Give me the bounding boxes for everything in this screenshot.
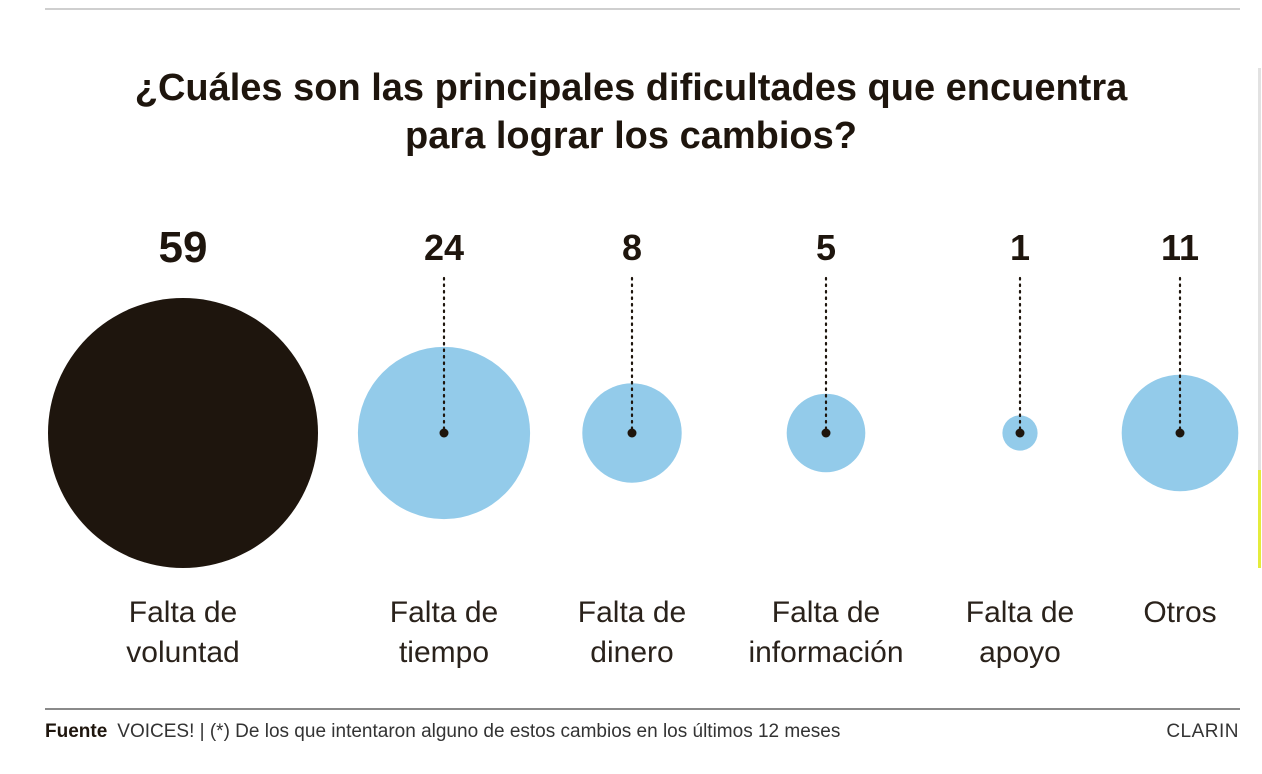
edge-accent-bar xyxy=(1258,470,1261,568)
bubble-center-dot-2 xyxy=(627,428,637,438)
chart-title: ¿Cuáles son las principales dificultades… xyxy=(0,64,1262,160)
value-label-3: 5 xyxy=(816,227,836,268)
brand-label: CLARIN xyxy=(1166,721,1239,742)
value-label-0: 59 xyxy=(159,223,208,272)
bubble-center-dot-4 xyxy=(1015,428,1025,438)
category-label-1-line-2: tiempo xyxy=(399,636,489,669)
chart-title-line-2: para lograr los cambios? xyxy=(405,115,857,157)
value-label-1: 24 xyxy=(424,227,464,268)
category-label-2-line-1: Falta de xyxy=(578,596,686,629)
value-label-5: 11 xyxy=(1161,227,1199,268)
bottom-divider xyxy=(45,708,1240,710)
category-label-2-line-2: dinero xyxy=(590,636,673,669)
bubble-center-dot-3 xyxy=(821,428,831,438)
top-divider xyxy=(45,8,1240,10)
value-label-4: 1 xyxy=(1010,227,1030,268)
category-label-4-line-2: apoyo xyxy=(979,636,1061,669)
category-label-3-line-2: información xyxy=(748,636,903,669)
category-label-4-line-1: Falta de xyxy=(966,596,1074,629)
bubble-center-dot-5 xyxy=(1175,428,1185,438)
category-label-0-line-1: Falta de xyxy=(129,596,237,629)
source-text: VOICES! | (*) De los que intentaron algu… xyxy=(117,721,841,742)
value-label-2: 8 xyxy=(622,227,642,268)
chart-title-line-1: ¿Cuáles son las principales dificultades… xyxy=(134,67,1128,109)
bubble-center-dot-1 xyxy=(439,428,449,438)
category-label-5-line-1: Otros xyxy=(1143,596,1216,629)
category-label-3-line-1: Falta de xyxy=(772,596,880,629)
category-label-1-line-1: Falta de xyxy=(390,596,498,629)
source-label: Fuente xyxy=(45,721,108,742)
category-label-0-line-2: voluntad xyxy=(126,636,239,669)
edge-scroll-track xyxy=(1258,68,1261,568)
bubble-0 xyxy=(48,298,318,568)
source-note: Fuente VOICES! | (*) De los que intentaro… xyxy=(45,720,840,744)
